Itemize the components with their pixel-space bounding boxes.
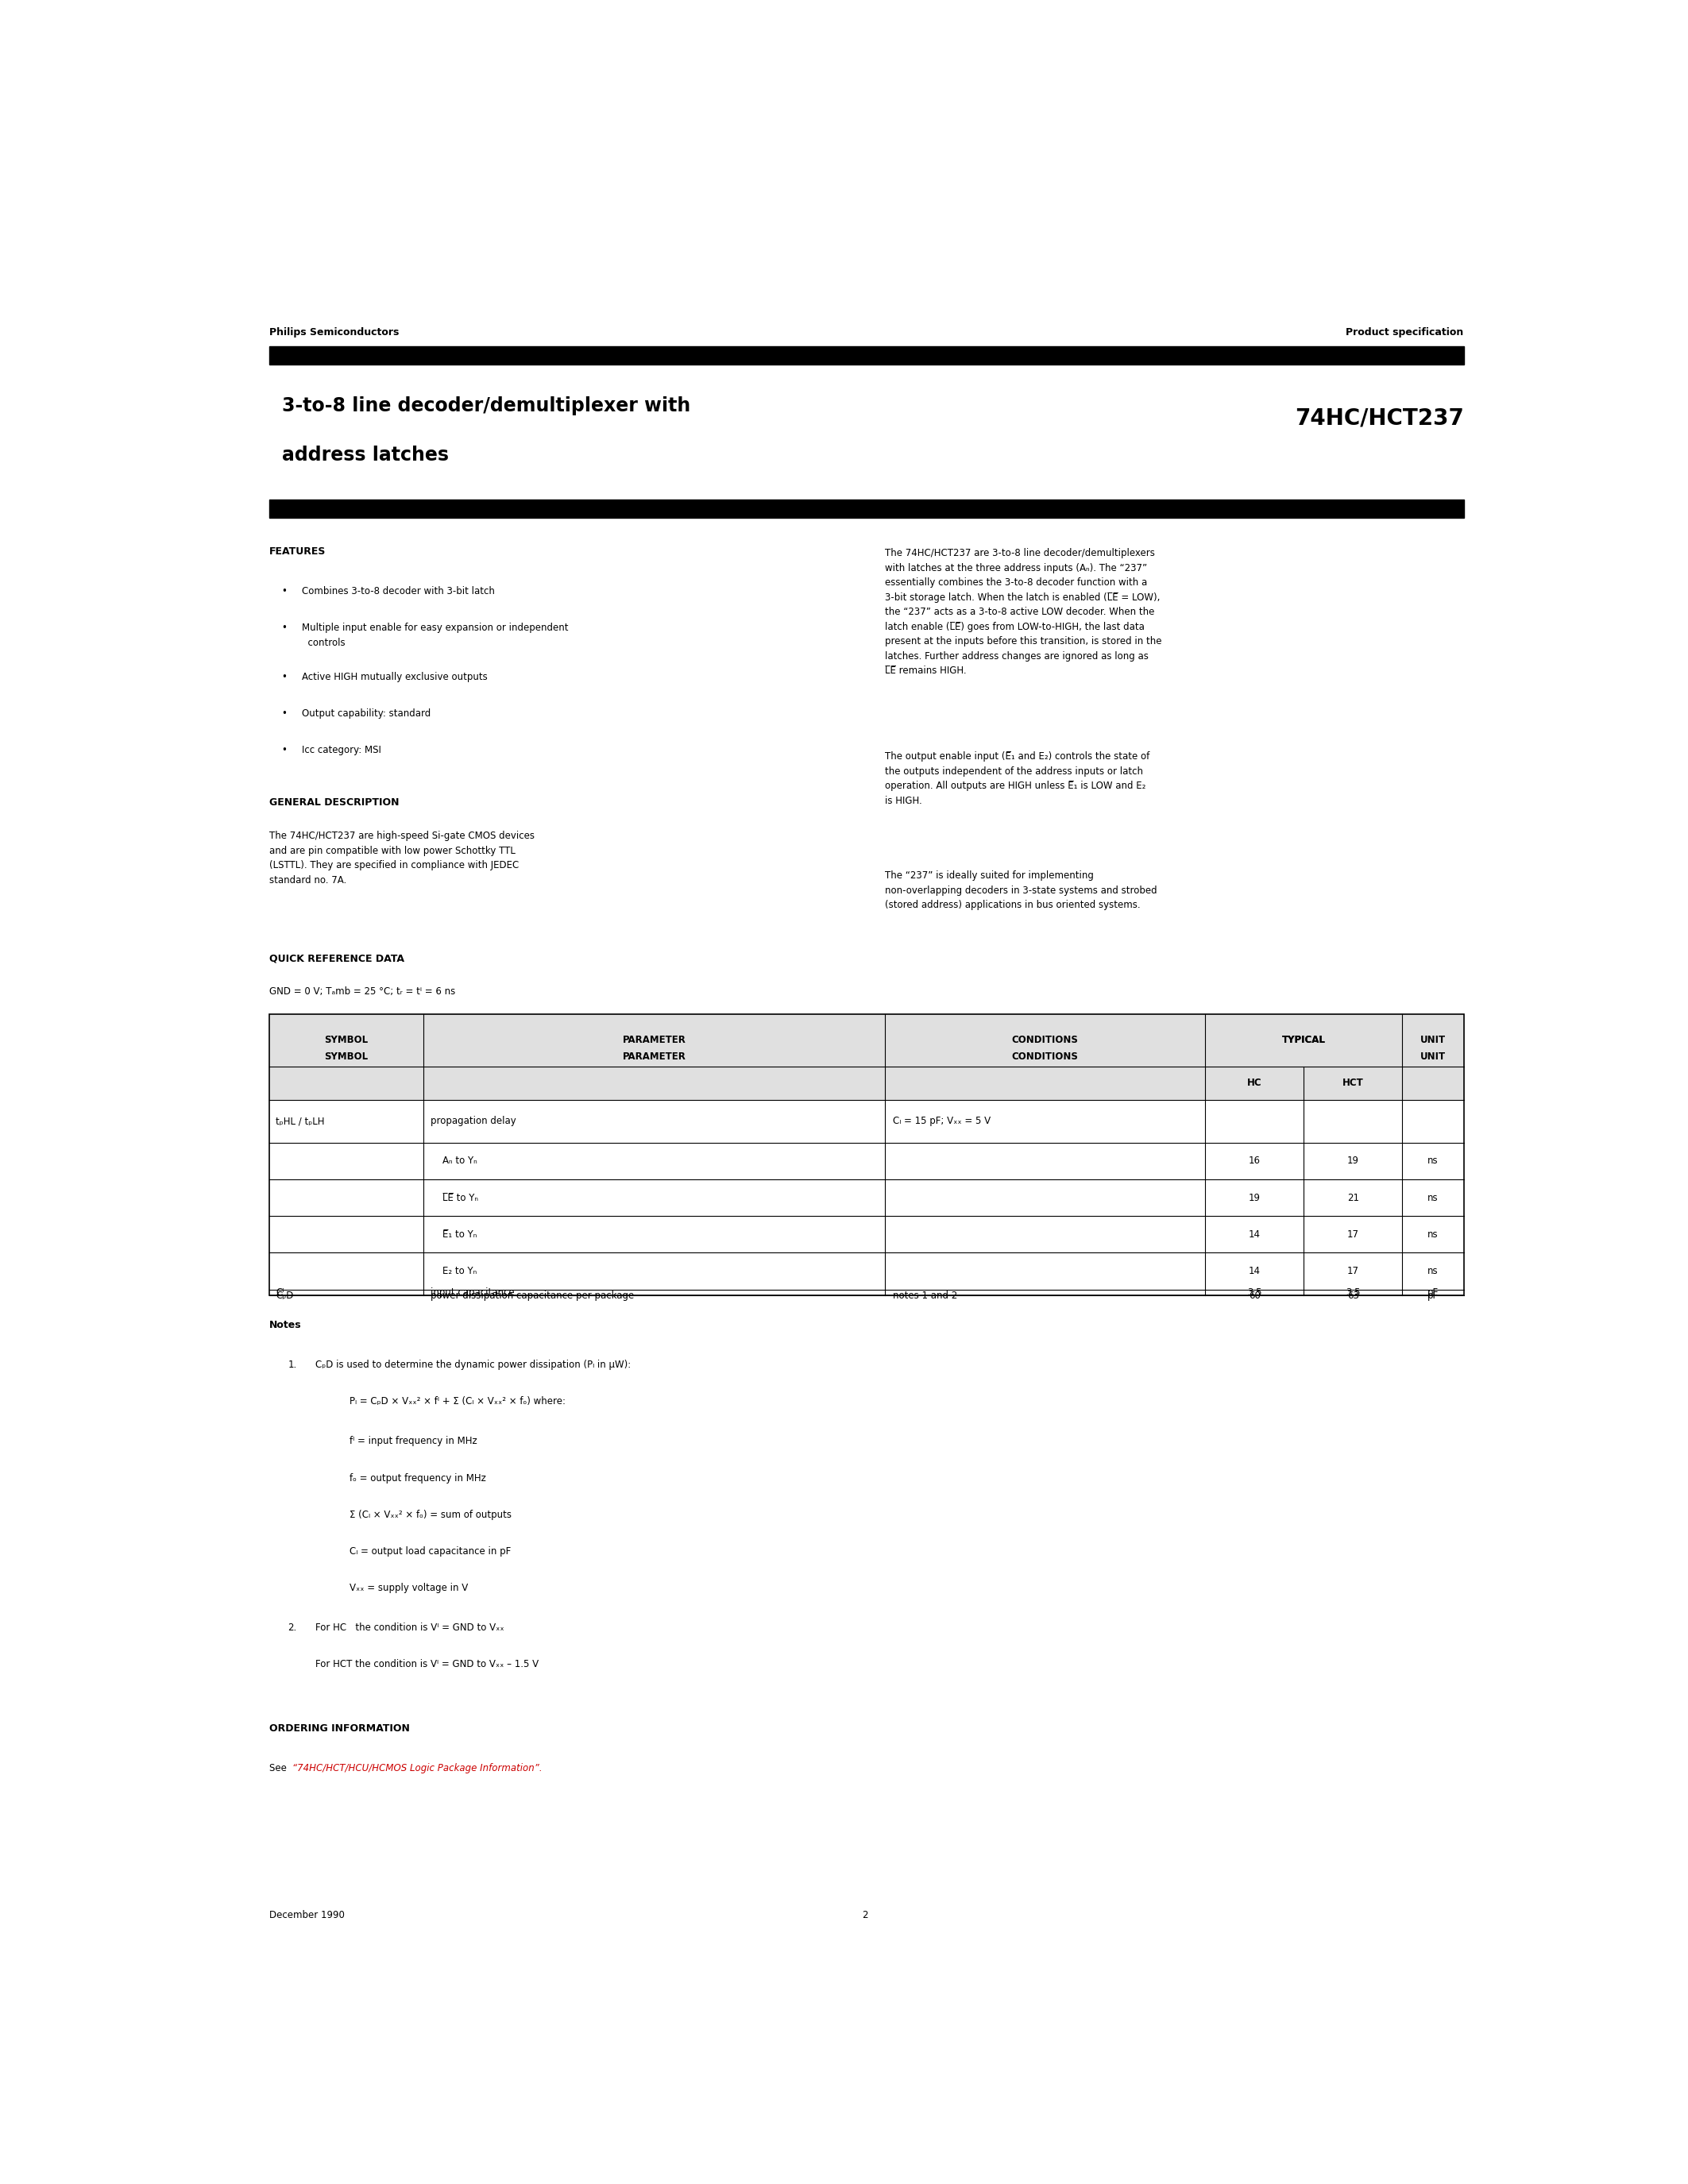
Text: Cₗ = output load capacitance in pF: Cₗ = output load capacitance in pF — [349, 1546, 511, 1557]
Text: TYPICAL: TYPICAL — [1281, 1035, 1325, 1046]
Text: Iᴄᴄ category: MSI: Iᴄᴄ category: MSI — [302, 745, 381, 756]
Text: Combines 3-to-8 decoder with 3-bit latch: Combines 3-to-8 decoder with 3-bit latch — [302, 585, 495, 596]
Text: December 1990: December 1990 — [270, 1911, 344, 1920]
Text: SYMBOL: SYMBOL — [324, 1053, 368, 1061]
Text: E₂ to Yₙ: E₂ to Yₙ — [430, 1267, 478, 1275]
Text: FEATURES: FEATURES — [270, 546, 326, 557]
Text: CₚD is used to determine the dynamic power dissipation (Pₗ in μW):: CₚD is used to determine the dynamic pow… — [316, 1361, 631, 1369]
Text: GENERAL DESCRIPTION: GENERAL DESCRIPTION — [270, 797, 400, 808]
Text: The output enable input (E̅₁ and E₂) controls the state of
the outputs independe: The output enable input (E̅₁ and E₂) con… — [885, 751, 1150, 806]
Text: •: • — [282, 585, 287, 596]
Text: 3.5: 3.5 — [1247, 1286, 1263, 1297]
Text: “74HC/HCT/HCU/HCMOS Logic Package Information”.: “74HC/HCT/HCU/HCMOS Logic Package Inform… — [292, 1762, 542, 1773]
Text: Vₓₓ = supply voltage in V: Vₓₓ = supply voltage in V — [349, 1583, 468, 1594]
Text: SYMBOL: SYMBOL — [324, 1035, 368, 1046]
Text: UNIT: UNIT — [1420, 1035, 1445, 1046]
Text: CₚD: CₚD — [275, 1291, 294, 1302]
Text: ns: ns — [1428, 1192, 1438, 1203]
Text: Active HIGH mutually exclusive outputs: Active HIGH mutually exclusive outputs — [302, 673, 488, 681]
Text: Notes: Notes — [270, 1319, 302, 1330]
Text: For HC   the condition is Vᴵ = GND to Vₓₓ: For HC the condition is Vᴵ = GND to Vₓₓ — [316, 1623, 505, 1634]
Text: 3-to-8 line decoder/demultiplexer with: 3-to-8 line decoder/demultiplexer with — [282, 397, 690, 415]
Text: 14: 14 — [1249, 1267, 1261, 1275]
Text: TYPICAL: TYPICAL — [1281, 1035, 1325, 1046]
Text: 17: 17 — [1347, 1267, 1359, 1275]
Text: ns: ns — [1428, 1230, 1438, 1241]
Text: HCT: HCT — [1342, 1079, 1364, 1088]
Text: CONDITIONS: CONDITIONS — [1011, 1053, 1079, 1061]
Text: See: See — [270, 1762, 290, 1773]
Bar — [270, 500, 1463, 518]
Text: 21: 21 — [1347, 1192, 1359, 1203]
Text: The 74HC/HCT237 are 3-to-8 line decoder/demultiplexers
with latches at the three: The 74HC/HCT237 are 3-to-8 line decoder/… — [885, 548, 1161, 677]
Text: 14: 14 — [1249, 1230, 1261, 1241]
Text: QUICK REFERENCE DATA: QUICK REFERENCE DATA — [270, 952, 405, 963]
Text: Product specification: Product specification — [1345, 328, 1463, 339]
Bar — [270, 1013, 1463, 1101]
Text: The “237” is ideally suited for implementing
non-overlapping decoders in 3-state: The “237” is ideally suited for implemen… — [885, 871, 1158, 911]
Text: CONDITIONS: CONDITIONS — [1011, 1035, 1079, 1046]
Text: For HCT the condition is Vᴵ = GND to Vₓₓ – 1.5 V: For HCT the condition is Vᴵ = GND to Vₓₓ… — [316, 1660, 538, 1671]
Text: 2.: 2. — [289, 1623, 297, 1634]
Text: notes 1 and 2: notes 1 and 2 — [893, 1291, 957, 1302]
Text: Aₙ to Yₙ: Aₙ to Yₙ — [430, 1155, 478, 1166]
Text: Cᴵ: Cᴵ — [275, 1286, 284, 1297]
Text: ns: ns — [1428, 1267, 1438, 1275]
Text: 74HC/HCT237: 74HC/HCT237 — [1295, 406, 1463, 428]
Text: The 74HC/HCT237 are high-speed Si-gate CMOS devices
and are pin compatible with : The 74HC/HCT237 are high-speed Si-gate C… — [270, 830, 535, 885]
Text: fₒ = output frequency in MHz: fₒ = output frequency in MHz — [349, 1472, 486, 1483]
Text: Output capability: standard: Output capability: standard — [302, 708, 430, 719]
Text: fᴵ = input frequency in MHz: fᴵ = input frequency in MHz — [349, 1437, 478, 1446]
Text: 19: 19 — [1249, 1192, 1261, 1203]
Text: 60: 60 — [1249, 1291, 1261, 1302]
Text: Pₗ = CₚD × Vₓₓ² × fᴵ + Σ (Cₗ × Vₓₓ² × fₒ) where:: Pₗ = CₚD × Vₓₓ² × fᴵ + Σ (Cₗ × Vₓₓ² × fₒ… — [349, 1396, 565, 1406]
Text: 19: 19 — [1347, 1155, 1359, 1166]
Text: pF: pF — [1428, 1286, 1438, 1297]
Text: UNIT: UNIT — [1420, 1053, 1445, 1061]
Bar — [270, 1013, 1463, 1295]
Text: 63: 63 — [1347, 1291, 1359, 1302]
Text: 1.: 1. — [289, 1361, 297, 1369]
Text: 3.5: 3.5 — [1345, 1286, 1361, 1297]
Text: ns: ns — [1428, 1155, 1438, 1166]
Text: L̅E̅ to Yₙ: L̅E̅ to Yₙ — [430, 1192, 478, 1203]
Bar — [270, 347, 1463, 365]
Text: address latches: address latches — [282, 446, 449, 465]
Text: GND = 0 V; Tₐmb = 25 °C; tᵣ = tⁱ = 6 ns: GND = 0 V; Tₐmb = 25 °C; tᵣ = tⁱ = 6 ns — [270, 987, 456, 998]
Text: tₚHL / tₚLH: tₚHL / tₚLH — [275, 1116, 324, 1127]
Text: •: • — [282, 622, 287, 633]
Text: •: • — [282, 708, 287, 719]
Text: 2: 2 — [863, 1911, 868, 1920]
Text: PARAMETER: PARAMETER — [623, 1053, 685, 1061]
Text: power dissipation capacitance per package: power dissipation capacitance per packag… — [430, 1291, 635, 1302]
Text: 16: 16 — [1249, 1155, 1261, 1166]
Text: propagation delay: propagation delay — [430, 1116, 517, 1127]
Text: Cₗ = 15 pF; Vₓₓ = 5 V: Cₗ = 15 pF; Vₓₓ = 5 V — [893, 1116, 991, 1127]
Text: Philips Semiconductors: Philips Semiconductors — [270, 328, 400, 339]
Text: 17: 17 — [1347, 1230, 1359, 1241]
Text: input capacitance: input capacitance — [430, 1286, 515, 1297]
Text: pF: pF — [1428, 1291, 1438, 1302]
Text: Multiple input enable for easy expansion or independent
  controls: Multiple input enable for easy expansion… — [302, 622, 569, 649]
Text: HC: HC — [1247, 1079, 1263, 1088]
Text: PARAMETER: PARAMETER — [623, 1035, 685, 1046]
Text: •: • — [282, 745, 287, 756]
Text: E̅₁ to Yₙ: E̅₁ to Yₙ — [430, 1230, 478, 1241]
Text: •: • — [282, 673, 287, 681]
Text: Σ (Cₗ × Vₓₓ² × fₒ) = sum of outputs: Σ (Cₗ × Vₓₓ² × fₒ) = sum of outputs — [349, 1509, 511, 1520]
Text: ORDERING INFORMATION: ORDERING INFORMATION — [270, 1723, 410, 1734]
